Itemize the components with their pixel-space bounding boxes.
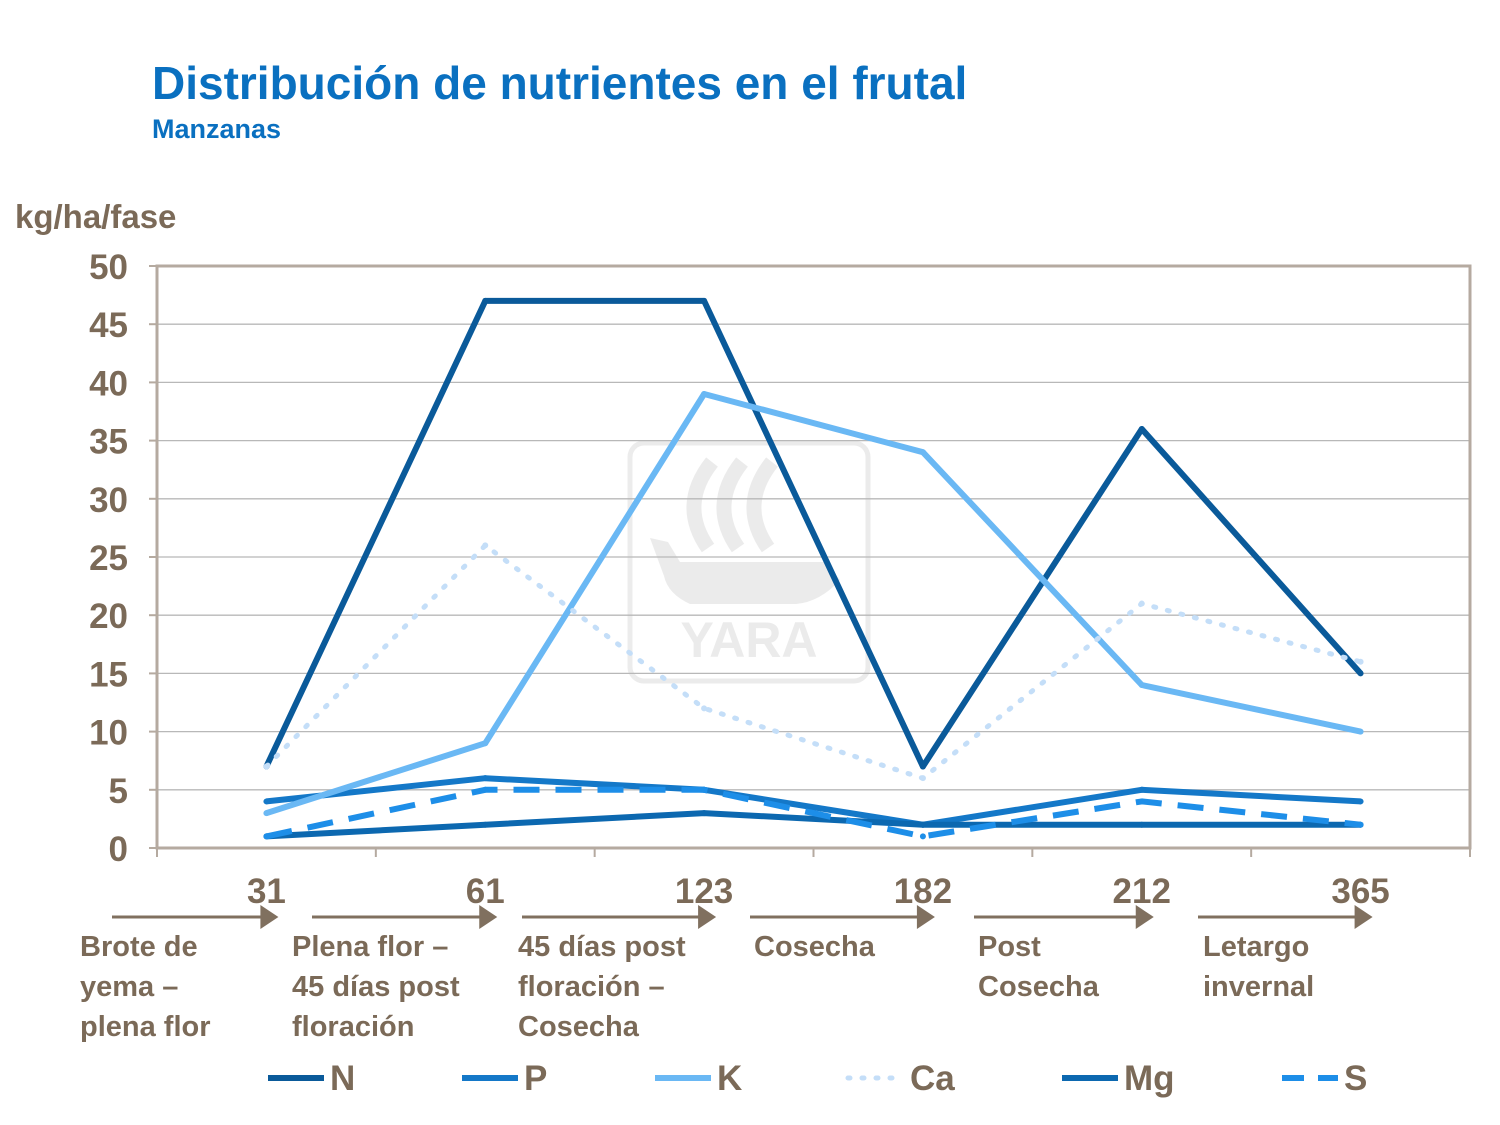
phase-arrow-head: [260, 905, 279, 929]
watermark-frame: [627, 440, 871, 684]
point-n-182: [919, 763, 926, 770]
series-line-p: [266, 775, 1361, 828]
series-line-s: [265, 786, 1361, 840]
phase-label: Cosecha: [754, 931, 876, 963]
point-p-212: [1138, 786, 1145, 793]
phase-label: 45 días post: [518, 931, 686, 963]
x-tick-marks: [156, 848, 1471, 857]
point-k-212: [1138, 682, 1145, 689]
point-mg-182: [919, 821, 926, 828]
point-s-61: [482, 786, 489, 793]
y-tick-label: 40: [89, 364, 128, 403]
y-tick-label: 35: [89, 423, 128, 462]
x-tick-label: 182: [894, 872, 952, 911]
grid-lines: [157, 323, 1470, 791]
point-k-31: [263, 810, 270, 817]
chart-title: Distribución de nutrientes en el frutal: [152, 57, 968, 109]
phase-arrow-head: [698, 905, 717, 929]
legend-label: P: [524, 1059, 547, 1098]
y-tick-label: 5: [109, 772, 128, 811]
point-mg-61: [482, 821, 489, 828]
y-tick-label: 0: [109, 830, 128, 869]
point-s-182: [919, 833, 926, 840]
point-ca-212: [1138, 600, 1145, 607]
y-tick-label: 45: [89, 306, 128, 345]
point-n-123: [701, 297, 708, 304]
phase-arrow-head: [1135, 905, 1154, 929]
point-p-365: [1357, 798, 1364, 805]
phase-label: Brote de: [80, 931, 198, 963]
phase-label: plena flor: [80, 1011, 211, 1043]
point-ca-61: [482, 542, 489, 549]
phase-label: Letargo: [1203, 931, 1309, 963]
x-tick-labels: 31 61 123 182 212 365: [247, 872, 1390, 911]
y-axis-label: kg/ha/fase: [15, 198, 176, 235]
point-k-123: [701, 391, 708, 398]
phase-label: Plena flor –: [292, 931, 448, 963]
phase-arrow-head: [916, 905, 935, 929]
phase-label: 45 días post: [292, 971, 460, 1003]
y-tick-label: 15: [89, 655, 128, 694]
series-line-k: [265, 391, 1362, 816]
phase-label: invernal: [1203, 971, 1314, 1003]
series-line-mg: [266, 810, 1361, 840]
point-n-365: [1357, 670, 1364, 677]
watermark-sail-arc-2: [716, 457, 749, 553]
point-p-31: [263, 798, 270, 805]
y-tick-label: 30: [89, 481, 128, 520]
legend-label: K: [717, 1059, 742, 1098]
point-k-182: [919, 449, 926, 456]
phase-label: Cosecha: [518, 1011, 640, 1043]
y-tick-label: 50: [89, 248, 128, 287]
phase-annotations: Brote de yema – plena flor Plena flor – 45 d…: [80, 905, 1373, 1043]
x-tick-label: 123: [675, 872, 733, 911]
point-ca-182: [919, 775, 926, 782]
x-tick-label: 212: [1113, 872, 1171, 911]
point-mg-212: [1138, 821, 1145, 828]
chart-subtitle: Manzanas: [152, 114, 282, 144]
point-k-61: [482, 740, 489, 747]
x-tick-label: 61: [466, 872, 505, 911]
x-tick-label: 31: [247, 872, 286, 911]
series-lines: [263, 297, 1364, 840]
phase-label: Post: [978, 931, 1041, 963]
phase-label: yema –: [80, 971, 178, 1003]
watermark-text: YARA: [680, 612, 817, 668]
phase-label: Cosecha: [978, 971, 1100, 1003]
point-s-212: [1138, 798, 1145, 805]
point-s-365: [1357, 821, 1364, 828]
legend: N P K Ca Mg S: [268, 1059, 1367, 1098]
x-tick-label: 365: [1331, 872, 1389, 911]
point-p-61: [482, 775, 489, 782]
phase-arrow-head: [1354, 905, 1373, 929]
point-n-61: [482, 297, 489, 304]
y-tick-label: 20: [89, 597, 128, 636]
legend-label: Mg: [1124, 1059, 1175, 1098]
point-mg-123: [701, 810, 708, 817]
point-ca-31: [263, 763, 270, 770]
y-tick-labels: 0 5 10 15 20 25 30 35 40 45 50: [89, 248, 157, 869]
series-line-ca: [263, 542, 1364, 781]
y-tick-label: 10: [89, 714, 128, 753]
watermark-ship-hull: [664, 562, 840, 604]
legend-label: N: [330, 1059, 355, 1098]
series-line-n: [263, 297, 1363, 770]
watermark-sail-arc-3: [746, 457, 779, 553]
point-n-212: [1138, 425, 1145, 432]
point-k-365: [1357, 728, 1364, 735]
phase-label: floración: [292, 1011, 414, 1043]
watermark-sail-arc-1: [686, 457, 719, 553]
point-ca-365: [1357, 658, 1364, 665]
phase-arrow-head: [479, 905, 498, 929]
legend-label: Ca: [910, 1059, 955, 1098]
y-tick-label: 25: [89, 539, 128, 578]
point-s-123: [701, 786, 708, 793]
phase-label: floración –: [518, 971, 665, 1003]
point-s-31: [263, 833, 270, 840]
yara-watermark-logo: YARA: [627, 440, 871, 684]
point-ca-123: [701, 705, 708, 712]
legend-label: S: [1344, 1059, 1367, 1098]
